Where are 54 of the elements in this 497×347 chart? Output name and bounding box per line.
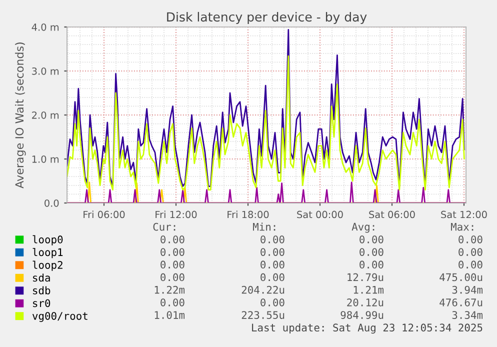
text: Cur: — [153, 222, 176, 231]
text: 204.22u — [242, 286, 284, 294]
y-tick-label: 2.0 m — [32, 111, 59, 119]
text: 475.00u — [440, 273, 482, 282]
text: 0.00 — [160, 298, 184, 306]
x-tick-label: Sat 00:00 — [297, 210, 343, 218]
text: 12.79u — [348, 273, 384, 282]
text: 0.00 — [360, 235, 384, 244]
legend-label: loop1 — [32, 248, 63, 258]
text: Avg: — [352, 222, 374, 233]
text: 0.00 — [458, 235, 482, 244]
x-tick-label: Sat 06:00 — [369, 210, 415, 218]
y-tick-label: 1.0 m — [32, 155, 59, 163]
text: 0.00 — [260, 298, 284, 306]
text: 0.00 — [260, 235, 284, 244]
x-tick-label: Fri 06:00 — [84, 210, 125, 218]
text: 0.00 — [260, 273, 284, 282]
text: 0.00 — [260, 260, 284, 269]
text: 0.00 — [260, 248, 284, 256]
text: 0.00 — [458, 260, 482, 269]
text: 0.00 — [360, 248, 384, 256]
text: 0.00 — [160, 248, 184, 256]
text: Last update: Sat Aug 23 12:05:34 2025 — [252, 323, 482, 334]
text: Max: — [451, 222, 474, 231]
text: 476.67u — [440, 298, 482, 306]
text: 0.00 — [458, 248, 482, 256]
text: 0.00 — [160, 260, 184, 269]
legend-label: sdb — [33, 286, 50, 294]
line-series — [67, 55, 465, 190]
y-tick-label: 4.0 m — [32, 23, 59, 31]
text: 0.00 — [160, 235, 184, 244]
legend-label: sr0 — [33, 299, 50, 308]
text: 3.34m — [452, 311, 483, 319]
text: 0.00 — [160, 273, 184, 282]
x-tick-label: Fri 18:00 — [228, 210, 269, 218]
text: Min: — [253, 222, 276, 231]
y-axis-title: Average IO Wait (seconds) — [15, 42, 26, 188]
text: 1.21m — [354, 286, 384, 294]
text: 3.94m — [452, 286, 483, 294]
y-tick-label: 0.0 — [44, 199, 59, 207]
text: 1.01m — [154, 311, 185, 319]
x-tick-label: Fri 12:00 — [156, 210, 197, 218]
chart-title: Disk latency per device - by day — [167, 12, 367, 24]
text: 1.22m — [154, 286, 185, 294]
legend-label: loop2 — [32, 260, 62, 271]
text: 984.99u — [340, 311, 384, 319]
text: 0.00 — [360, 260, 384, 269]
text: 20.12u — [347, 298, 384, 306]
legend-label: sda — [33, 274, 50, 282]
legend-label: vg00/root — [32, 312, 88, 322]
legend-label: loop0 — [32, 235, 63, 246]
y-tick-label: 3.0 m — [32, 67, 59, 75]
x-tick-label: Sat 12:00 — [441, 210, 487, 218]
text: 223.55u — [242, 311, 284, 319]
